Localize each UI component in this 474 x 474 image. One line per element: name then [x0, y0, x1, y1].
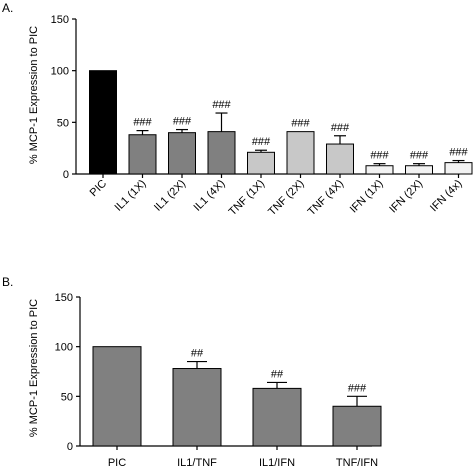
- significance-label: ##: [191, 348, 204, 360]
- significance-label: ###: [331, 122, 350, 134]
- bar: [89, 70, 117, 175]
- significance-label: ##: [271, 368, 284, 380]
- significance-label: ###: [370, 150, 389, 162]
- x-tick-label: IL1 (1X): [112, 178, 148, 214]
- significance-label: ###: [291, 118, 310, 130]
- significance-label: ###: [173, 116, 192, 128]
- x-tick-label: IL1/IFN: [259, 457, 295, 469]
- y-tick-label: 100: [51, 66, 69, 78]
- bar: [207, 131, 236, 175]
- bar: [405, 165, 433, 175]
- bar: [332, 405, 382, 447]
- y-axis-label: % MCP-1 Expression to PIC: [28, 26, 40, 164]
- x-tick-label: IFN (2X): [387, 178, 425, 216]
- x-tick-label: IL1 (2X): [152, 178, 188, 214]
- panel-a: A. % MCP-1 Expression to PIC 0 50 100 150 PI…: [2, 1, 473, 218]
- significance-label: ###: [348, 382, 367, 394]
- significance-label: ###: [449, 147, 468, 159]
- axes: 0 50 100 150 PIC IL1/TNF IL1/IFN TNF/IFN: [55, 292, 378, 469]
- x-tick-label: PIC: [88, 178, 109, 199]
- y-tick-label: 100: [55, 342, 73, 354]
- x-tick-label: IL1 (4X): [191, 178, 227, 214]
- x-tick-label: PIC: [108, 457, 126, 469]
- x-tick-label: TNF (2X): [266, 178, 306, 218]
- x-tick-label: IFN (1X): [348, 178, 386, 216]
- panel-label: B.: [2, 275, 13, 289]
- y-tick-label: 150: [55, 292, 73, 304]
- y-tick-label: 150: [51, 14, 69, 26]
- significance-label: ###: [212, 99, 231, 111]
- bar: [128, 134, 157, 175]
- bar: [247, 151, 275, 175]
- y-tick-label: 50: [61, 391, 73, 403]
- bar: [286, 131, 315, 175]
- panel-b: B. % MCP-1 Expression to PIC 0 50 100 150 PI…: [2, 275, 382, 469]
- bars: ### ### ### ### ### ### ### ### ###: [89, 70, 473, 175]
- bar: [168, 132, 196, 175]
- bar: [326, 143, 354, 175]
- y-tick-label: 0: [67, 441, 73, 453]
- bar: [172, 368, 222, 447]
- y-tick-label: 50: [57, 117, 69, 129]
- bars: #######: [92, 346, 382, 447]
- x-tick-label: TNF (4X): [306, 178, 346, 218]
- panel-label: A.: [2, 1, 13, 15]
- significance-label: ###: [410, 150, 429, 162]
- x-tick-label: TNF/IFN: [336, 457, 378, 469]
- y-axis-label: % MCP-1 Expression to PIC: [28, 299, 40, 437]
- bar: [444, 162, 473, 175]
- x-tick-label: TNF (1X): [227, 178, 267, 218]
- x-tick-label: IL1/TNF: [177, 457, 217, 469]
- bar: [92, 346, 142, 447]
- significance-label: ###: [252, 136, 271, 148]
- bar: [252, 387, 302, 447]
- x-tick-label: IFN (4x): [428, 178, 465, 215]
- y-tick-label: 0: [63, 169, 69, 181]
- significance-label: ###: [133, 117, 152, 129]
- bar: [365, 165, 394, 175]
